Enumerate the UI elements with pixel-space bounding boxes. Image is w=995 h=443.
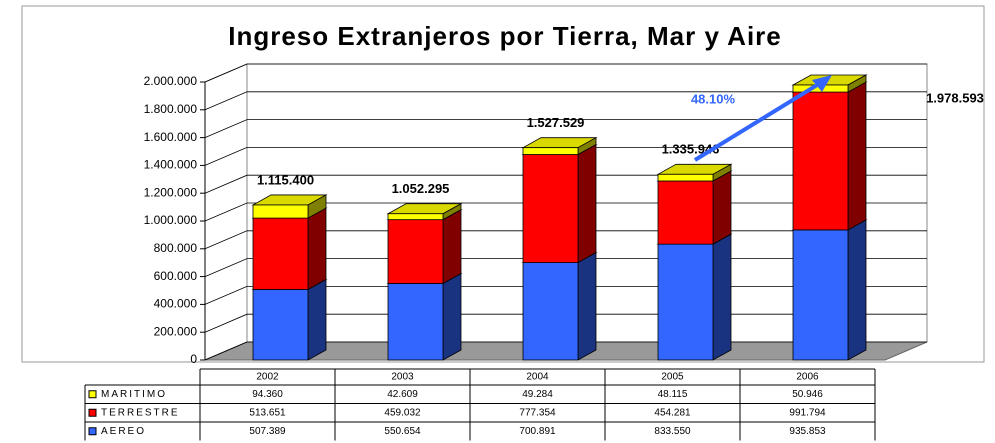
bar-front [522, 262, 579, 361]
bar-front [657, 243, 714, 361]
grid-line [204, 91, 927, 111]
bar-segment [656, 163, 733, 182]
grid-line [204, 63, 927, 83]
table-header: 2004 [526, 372, 549, 383]
bar-segment [386, 203, 463, 221]
bar-front [792, 229, 849, 361]
annotation-arrow [693, 80, 824, 162]
bar-side [307, 278, 327, 361]
bar-segment [251, 278, 328, 361]
bar-segment [656, 170, 733, 245]
bar-segment [251, 207, 328, 291]
y-tick-label: 200.000 [154, 324, 198, 338]
table-cell: 550.654 [384, 426, 421, 437]
bar-segment [251, 194, 328, 219]
table-cell: 991.794 [789, 407, 826, 418]
table-header: 2006 [796, 372, 819, 383]
table-cell: 50.946 [792, 389, 823, 400]
bar-front [522, 147, 579, 155]
table-cell: 833.550 [654, 426, 691, 437]
bar-front [522, 154, 579, 263]
y-tick-label: 2.000.000 [144, 74, 198, 88]
bar-front [657, 180, 714, 245]
bar-side [307, 207, 327, 291]
table-cell: 94.360 [252, 389, 283, 400]
bar-segment [386, 272, 463, 361]
legend-swatch [88, 408, 97, 417]
y-tick-label: 600.000 [154, 269, 198, 283]
legend-label: MARITIMO [101, 389, 167, 400]
table-header: 2002 [256, 372, 279, 383]
table-cell: 459.032 [384, 407, 421, 418]
bar-front [387, 219, 444, 284]
legend-swatch [88, 427, 97, 436]
bar-segment [791, 81, 868, 231]
total-label: 1.527.529 [527, 115, 585, 130]
y-tick-label: 1.000.000 [144, 213, 198, 227]
y-tick-label: 1.200.000 [144, 185, 198, 199]
bar-side [712, 233, 732, 361]
bar-side [847, 219, 867, 361]
bar-side [712, 170, 732, 245]
table-cell: 700.891 [519, 426, 556, 437]
annotation: 48.10% [691, 91, 736, 106]
arrow-head [812, 75, 832, 92]
y-tick-label: 0 [190, 352, 197, 366]
bar-side [442, 272, 462, 361]
total-label: 1.115.400 [257, 172, 314, 187]
table-cell: 49.284 [522, 389, 553, 400]
table-header: 2003 [391, 372, 414, 383]
y-tick-label: 1.800.000 [144, 102, 198, 116]
bar-segment [521, 136, 598, 156]
table-header: 2005 [661, 372, 684, 383]
y-tick-label: 400.000 [154, 297, 198, 311]
bar-front [252, 289, 309, 361]
bar-segment [656, 233, 733, 361]
y-tick-label: 1.600.000 [144, 130, 198, 144]
legend-label: AEREO [101, 426, 146, 437]
bar-side [442, 208, 462, 285]
grid-line [204, 119, 927, 138]
legend-swatch [88, 390, 97, 399]
bar-segment [791, 219, 868, 361]
y-tick-label: 1.400.000 [144, 158, 198, 172]
bar-front [387, 283, 444, 361]
table-cell: 935.853 [789, 426, 826, 437]
table-cell: 513.651 [249, 407, 286, 418]
total-label: 1.978.593 [926, 90, 984, 105]
total-label: 1.052.295 [392, 181, 450, 196]
bar-front [657, 173, 714, 182]
bar-front [792, 91, 849, 231]
legend-label: TERRESTRE [101, 407, 180, 418]
table-cell: 42.609 [387, 389, 418, 400]
chart-frame [21, 5, 985, 363]
bar-side [577, 143, 597, 264]
table-cell: 777.354 [519, 407, 556, 418]
bar-segment [386, 208, 463, 285]
grid-line [204, 146, 927, 166]
bar-segment [521, 143, 598, 264]
bar-front [252, 217, 309, 290]
bar-front [387, 213, 444, 221]
table-cell: 454.281 [654, 407, 691, 418]
table-cell: 48.115 [658, 389, 688, 400]
bar-side [577, 251, 597, 361]
y-tick-label: 800.000 [154, 241, 198, 255]
bar-side [847, 81, 867, 231]
bar-front [252, 204, 309, 219]
bar-segment [521, 251, 598, 361]
table-cell: 507.389 [249, 426, 286, 437]
chart-title: Ingreso Extranjeros por Tierra, Mar y Ai… [228, 21, 782, 51]
